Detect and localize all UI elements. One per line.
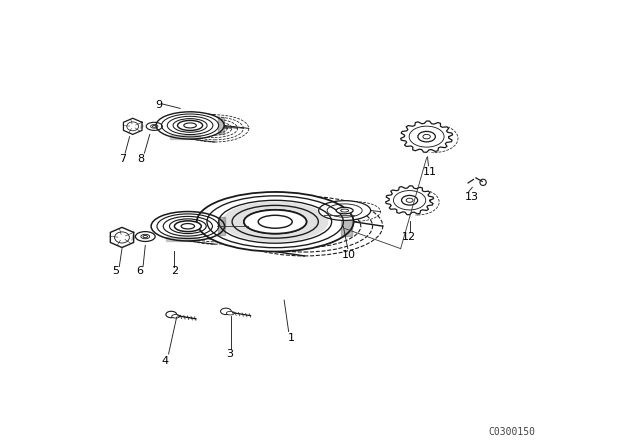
Ellipse shape bbox=[152, 125, 156, 127]
Ellipse shape bbox=[157, 214, 219, 239]
Ellipse shape bbox=[227, 311, 234, 315]
Ellipse shape bbox=[163, 216, 212, 236]
Text: 13: 13 bbox=[465, 192, 479, 202]
Polygon shape bbox=[110, 228, 134, 247]
Ellipse shape bbox=[184, 123, 196, 128]
Text: 4: 4 bbox=[162, 356, 169, 366]
Ellipse shape bbox=[340, 209, 349, 212]
Ellipse shape bbox=[232, 205, 318, 238]
Polygon shape bbox=[124, 118, 142, 134]
Ellipse shape bbox=[156, 112, 224, 139]
Text: 10: 10 bbox=[342, 250, 356, 260]
Text: 2: 2 bbox=[171, 266, 178, 276]
Ellipse shape bbox=[219, 200, 332, 243]
Ellipse shape bbox=[170, 219, 206, 233]
Text: 1: 1 bbox=[287, 333, 294, 343]
Ellipse shape bbox=[418, 131, 435, 142]
Ellipse shape bbox=[151, 211, 225, 241]
Text: 7: 7 bbox=[119, 154, 127, 164]
Text: 6: 6 bbox=[136, 266, 143, 276]
Text: 11: 11 bbox=[423, 168, 436, 177]
Ellipse shape bbox=[258, 215, 292, 228]
Ellipse shape bbox=[385, 185, 435, 215]
Ellipse shape bbox=[221, 308, 231, 314]
Ellipse shape bbox=[136, 232, 155, 241]
Ellipse shape bbox=[172, 314, 180, 318]
Ellipse shape bbox=[400, 121, 453, 153]
Ellipse shape bbox=[406, 198, 413, 202]
Text: 3: 3 bbox=[226, 349, 233, 359]
Ellipse shape bbox=[161, 114, 219, 137]
Text: 9: 9 bbox=[155, 100, 163, 110]
Ellipse shape bbox=[401, 195, 418, 205]
Ellipse shape bbox=[409, 126, 444, 147]
Ellipse shape bbox=[207, 196, 344, 248]
Polygon shape bbox=[131, 234, 136, 241]
Text: 8: 8 bbox=[137, 154, 145, 164]
Ellipse shape bbox=[394, 190, 426, 210]
Ellipse shape bbox=[244, 210, 307, 234]
Ellipse shape bbox=[177, 121, 203, 130]
Ellipse shape bbox=[146, 122, 163, 130]
Ellipse shape bbox=[319, 201, 371, 220]
Ellipse shape bbox=[222, 202, 328, 242]
Ellipse shape bbox=[423, 134, 430, 139]
Ellipse shape bbox=[181, 224, 195, 229]
Polygon shape bbox=[140, 124, 143, 129]
Text: C0300150: C0300150 bbox=[488, 427, 535, 437]
Ellipse shape bbox=[174, 221, 201, 232]
Text: 5: 5 bbox=[113, 266, 120, 276]
Text: 12: 12 bbox=[402, 233, 416, 242]
Ellipse shape bbox=[336, 207, 353, 214]
Ellipse shape bbox=[167, 116, 213, 134]
Ellipse shape bbox=[143, 236, 147, 237]
Ellipse shape bbox=[166, 311, 177, 318]
Ellipse shape bbox=[197, 192, 353, 251]
Ellipse shape bbox=[173, 119, 207, 132]
Ellipse shape bbox=[244, 210, 307, 234]
